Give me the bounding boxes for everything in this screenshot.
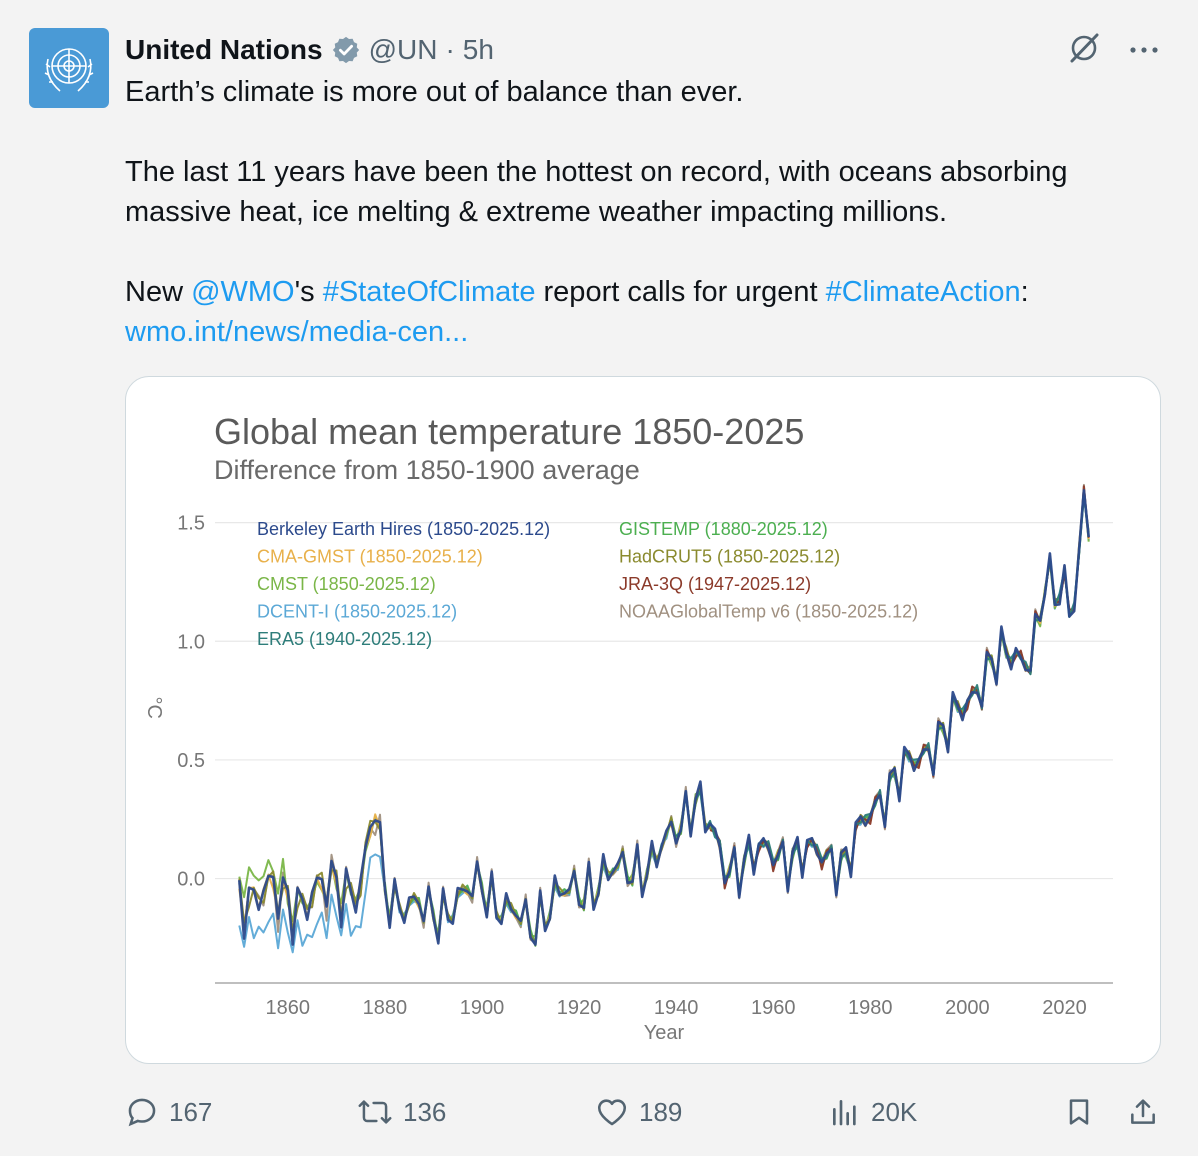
legend-entry: CMST (1850-2025.12) bbox=[257, 574, 436, 594]
series-line bbox=[238, 489, 1090, 946]
legend-entry: ERA5 (1940-2025.12) bbox=[257, 629, 432, 649]
reply-count: 167 bbox=[169, 1096, 213, 1127]
retweet-count: 136 bbox=[403, 1096, 447, 1127]
legend-entry: DCENT-I (1850-2025.12) bbox=[257, 602, 457, 622]
top-actions bbox=[1066, 30, 1160, 71]
views-count: 20K bbox=[871, 1096, 918, 1127]
legend-entry: JRA-3Q (1947-2025.12) bbox=[619, 574, 811, 594]
x-tick-label: 1940 bbox=[654, 997, 699, 1019]
tweet-header: United Nations @UN · 5h bbox=[125, 30, 494, 70]
x-tick-label: 1860 bbox=[266, 997, 311, 1019]
legend-entry: CMA-GMST (1850-2025.12) bbox=[257, 547, 483, 567]
y-tick-label: 0.5 bbox=[177, 750, 205, 772]
share-button[interactable] bbox=[1127, 1090, 1159, 1134]
y-tick-label: 0.0 bbox=[177, 869, 205, 891]
x-tick-label: 2000 bbox=[945, 997, 990, 1019]
x-tick-label: 2020 bbox=[1042, 997, 1087, 1019]
legend-entry: Berkeley Earth Hires (1850-2025.12) bbox=[257, 519, 550, 539]
reply-button[interactable]: 167 bbox=[125, 1090, 212, 1134]
legend-entry: GISTEMP (1880-2025.12) bbox=[619, 519, 828, 539]
x-axis-label: Year bbox=[644, 1022, 685, 1044]
more-icon[interactable] bbox=[1128, 42, 1160, 60]
mention-link[interactable]: @WMO bbox=[191, 276, 295, 308]
bookmark-icon bbox=[1069, 1099, 1089, 1125]
line3-mid1: 's bbox=[294, 276, 323, 308]
grok-icon[interactable] bbox=[1066, 30, 1102, 71]
x-tick-label: 1960 bbox=[751, 997, 796, 1019]
like-icon bbox=[597, 1099, 627, 1126]
media-card[interactable]: Global mean temperature 1850-2025 Differ… bbox=[125, 376, 1161, 1064]
url-link[interactable]: wmo.int/news/media-cen... bbox=[125, 316, 469, 348]
line3-prefix: New bbox=[125, 276, 192, 308]
y-tick-label: 1.5 bbox=[177, 513, 205, 535]
x-tick-label: 1920 bbox=[557, 997, 602, 1019]
hashtag-stateofclimate[interactable]: #StateOfClimate bbox=[322, 276, 536, 308]
bookmark-button[interactable] bbox=[1063, 1090, 1095, 1134]
tweet-text: Earth’s climate is more out of balance t… bbox=[125, 72, 1165, 352]
un-emblem-icon bbox=[44, 48, 94, 92]
x-tick-label: 1880 bbox=[363, 997, 408, 1019]
x-tick-label: 1900 bbox=[460, 997, 505, 1019]
tweet-line-3: New @WMO's #StateOfClimate report calls … bbox=[125, 272, 1165, 312]
line3-suffix: : bbox=[1020, 276, 1029, 308]
share-icon bbox=[1131, 1099, 1155, 1124]
author-name[interactable]: United Nations bbox=[125, 34, 323, 65]
reply-icon bbox=[128, 1098, 156, 1127]
retweet-icon bbox=[358, 1100, 392, 1124]
tweet-line-1: Earth’s climate is more out of balance t… bbox=[125, 76, 744, 108]
legend-entry: NOAAGlobalTemp v6 (1850-2025.12) bbox=[619, 602, 918, 622]
action-bar: 167 136 189 20K bbox=[125, 1090, 1165, 1134]
like-count: 189 bbox=[639, 1096, 683, 1127]
timestamp[interactable]: 5h bbox=[462, 34, 494, 65]
views-button[interactable]: 20K bbox=[829, 1090, 917, 1134]
x-tick-label: 1980 bbox=[848, 997, 893, 1019]
y-tick-label: 1.0 bbox=[177, 631, 205, 653]
tweet-line-2: The last 11 years have been the hottest … bbox=[125, 156, 1068, 228]
legend-entry: HadCRUT5 (1850-2025.12) bbox=[619, 547, 840, 567]
y-axis-label: °C bbox=[143, 696, 165, 718]
avatar[interactable] bbox=[29, 28, 109, 108]
line3-mid2: report calls for urgent bbox=[535, 276, 826, 308]
chart-title: Global mean temperature 1850-2025 bbox=[214, 411, 805, 452]
retweet-button[interactable]: 136 bbox=[357, 1090, 446, 1134]
views-icon bbox=[833, 1100, 856, 1126]
verified-badge-icon bbox=[331, 35, 361, 65]
author-handle[interactable]: @UN bbox=[368, 34, 438, 65]
like-button[interactable]: 189 bbox=[595, 1090, 682, 1134]
hashtag-climateaction[interactable]: #ClimateAction bbox=[825, 276, 1021, 308]
temperature-chart: 0.0 0.5 1.0 1.5 1860 1880 1900 1920 1940 1960 1980… bbox=[143, 483, 1113, 1044]
chart-subtitle: Difference from 1850-1900 average bbox=[214, 455, 640, 485]
separator-dot: · bbox=[445, 34, 455, 65]
